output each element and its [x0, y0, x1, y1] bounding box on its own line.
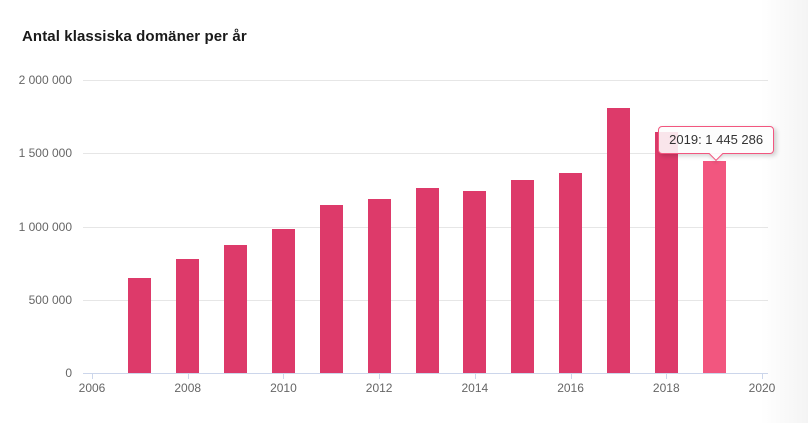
bar-2012[interactable]: [367, 199, 391, 373]
bar-2014[interactable]: [463, 190, 487, 373]
x-axis-label-2018: 2018: [652, 381, 680, 395]
x-axis-label-2006: 2006: [78, 381, 106, 395]
y-axis-label: 1 500 000: [18, 146, 72, 161]
bar-2010[interactable]: [271, 228, 295, 373]
gridline: [83, 80, 768, 81]
background-shading: [760, 0, 808, 423]
x-axis-label-2008: 2008: [174, 381, 202, 395]
tooltip: 2019: 1 445 286: [658, 126, 775, 162]
y-axis-label: 0: [65, 366, 72, 380]
bar-2009[interactable]: [224, 244, 248, 373]
x-axis-tick: [474, 374, 476, 379]
x-axis-tick: [379, 374, 381, 379]
bar-2008[interactable]: [176, 259, 200, 373]
bar-2007[interactable]: [128, 277, 152, 373]
x-axis-tick: [187, 374, 189, 379]
tooltip-arrow: [709, 147, 724, 162]
tooltip-label: 2019: 1 445 286: [669, 132, 764, 148]
y-axis-label: 2 000 000: [18, 73, 72, 87]
bar-2019[interactable]: [702, 161, 726, 373]
x-axis-tick: [92, 374, 93, 379]
x-axis-label-2014: 2014: [461, 381, 489, 395]
x-axis-label-2020: 2020: [748, 381, 776, 395]
x-axis-tick: [666, 374, 668, 379]
bar-2016[interactable]: [559, 173, 583, 373]
x-axis-label-2016: 2016: [557, 381, 584, 395]
x-axis-tick: [570, 374, 572, 379]
x-axis-label-2010: 2010: [270, 381, 297, 395]
bar-2017[interactable]: [606, 107, 630, 373]
x-axis-label-2012: 2012: [365, 381, 393, 395]
x-axis-line: [83, 373, 768, 374]
bar-2011[interactable]: [319, 205, 343, 373]
bar-2018[interactable]: [654, 132, 678, 373]
gridline: [83, 153, 768, 155]
x-axis-tick: [283, 374, 285, 379]
chart-title: Antal klassiska domäner per år: [22, 28, 247, 45]
y-axis-label: 500 000: [28, 292, 72, 307]
x-axis-tick: [762, 374, 763, 379]
bar-2015[interactable]: [511, 180, 535, 373]
y-axis-label: 1 000 000: [18, 219, 72, 234]
bar-2013[interactable]: [415, 188, 439, 373]
